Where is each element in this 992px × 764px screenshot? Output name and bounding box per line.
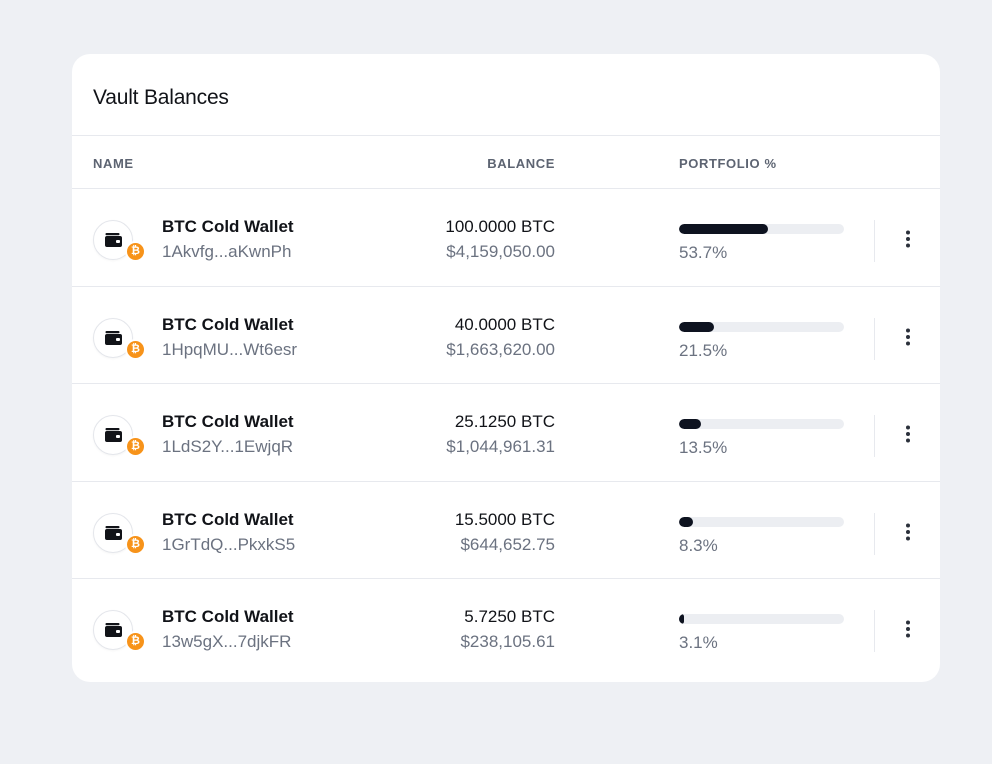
crypto-balance: 100.0000 BTC: [445, 217, 555, 236]
divider: [874, 415, 875, 457]
wallet-address[interactable]: 1Akvfg...aKwnPh: [162, 242, 292, 261]
table-row[interactable]: ₿ BTC Cold Wallet 1Akvfg...aKwnPh 100.00…: [72, 189, 940, 287]
table-row[interactable]: ₿ BTC Cold Wallet 1GrTdQ...PkxkS5 15.500…: [72, 482, 940, 579]
fiat-balance: $644,652.75: [460, 534, 555, 554]
crypto-balance: 15.5000 BTC: [454, 509, 555, 529]
more-vertical-icon: [906, 425, 910, 443]
wallet-avatar: ₿: [93, 415, 146, 457]
fiat-balance: $1,663,620.00: [446, 339, 555, 359]
vault-balances-card: Vault Balances NAME BALANCE PORTFOLIO % …: [72, 54, 940, 682]
portfolio-bar-fill: [679, 419, 702, 429]
card-header: Vault Balances: [72, 54, 940, 136]
wallet-address[interactable]: 13w5gX...7djkFR: [162, 632, 292, 651]
table-row[interactable]: ₿ BTC Cold Wallet 1HpqMU...Wt6esr 40.000…: [72, 287, 940, 384]
wallet-avatar: ₿: [93, 220, 146, 262]
portfolio-bar: [679, 419, 844, 429]
portfolio-percent: 53.7%: [679, 243, 728, 262]
row-menu-button[interactable]: [894, 518, 922, 546]
table-row[interactable]: ₿ BTC Cold Wallet 13w5gX...7djkFR 5.7250…: [72, 579, 940, 677]
table-header: NAME BALANCE PORTFOLIO %: [72, 136, 940, 189]
portfolio-percent: 3.1%: [679, 633, 718, 652]
bitcoin-icon: ₿: [125, 338, 146, 360]
bitcoin-icon: ₿: [125, 533, 146, 555]
more-vertical-icon: [906, 523, 910, 540]
wallet-avatar: ₿: [93, 317, 146, 360]
portfolio-percent: 8.3%: [679, 535, 718, 555]
wallet-name: BTC Cold Wallet: [162, 509, 294, 529]
divider: [874, 512, 875, 555]
more-vertical-icon: [906, 230, 910, 248]
portfolio-bar: [679, 516, 844, 527]
divider: [874, 220, 875, 262]
portfolio-bar: [679, 321, 844, 332]
divider: [874, 317, 875, 360]
column-header-balance[interactable]: BALANCE: [487, 156, 555, 171]
table-body: ₿ BTC Cold Wallet 1Akvfg...aKwnPh 100.00…: [72, 189, 940, 677]
wallet-name: BTC Cold Wallet: [162, 217, 294, 236]
column-header-name: NAME: [93, 156, 134, 171]
row-menu-button[interactable]: [894, 323, 922, 351]
portfolio-percent: 13.5%: [679, 438, 728, 457]
fiat-balance: $4,159,050.00: [446, 242, 555, 261]
wallet-avatar: ₿: [93, 610, 146, 652]
bitcoin-icon: ₿: [125, 241, 146, 262]
portfolio-bar-fill: [679, 224, 768, 234]
row-menu-button[interactable]: [894, 615, 922, 643]
more-vertical-icon: [906, 620, 910, 638]
column-header-portfolio[interactable]: PORTFOLIO %: [679, 156, 777, 171]
crypto-balance: 25.1250 BTC: [454, 412, 555, 431]
portfolio-bar-fill: [679, 614, 685, 624]
wallet-icon: [105, 525, 122, 540]
row-menu-button[interactable]: [894, 420, 922, 448]
row-menu-button[interactable]: [894, 225, 922, 253]
portfolio-bar: [679, 614, 844, 624]
bitcoin-icon: ₿: [125, 436, 146, 457]
wallet-address[interactable]: 1GrTdQ...PkxkS5: [162, 534, 296, 554]
crypto-balance: 40.0000 BTC: [454, 314, 555, 334]
portfolio-bar-fill: [679, 516, 693, 527]
divider: [874, 610, 875, 652]
wallet-address[interactable]: 1HpqMU...Wt6esr: [162, 339, 298, 359]
more-vertical-icon: [906, 328, 910, 345]
card-title: Vault Balances: [93, 86, 229, 109]
wallet-address[interactable]: 1LdS2Y...1EwjqR: [162, 437, 294, 456]
bitcoin-icon: ₿: [125, 631, 146, 652]
table-row[interactable]: ₿ BTC Cold Wallet 1LdS2Y...1EwjqR 25.125…: [72, 384, 940, 482]
wallet-avatar: ₿: [93, 512, 146, 555]
wallet-icon: [105, 233, 122, 247]
fiat-balance: $1,044,961.31: [446, 437, 555, 456]
wallet-name: BTC Cold Wallet: [162, 314, 294, 334]
wallet-name: BTC Cold Wallet: [162, 412, 294, 431]
portfolio-bar: [679, 224, 844, 234]
wallet-icon: [105, 428, 122, 442]
wallet-icon: [105, 623, 122, 637]
wallet-icon: [105, 330, 122, 345]
portfolio-bar-fill: [679, 321, 715, 332]
fiat-balance: $238,105.61: [460, 632, 555, 651]
wallet-name: BTC Cold Wallet: [162, 607, 294, 626]
crypto-balance: 5.7250 BTC: [464, 607, 555, 626]
portfolio-percent: 21.5%: [679, 340, 728, 360]
